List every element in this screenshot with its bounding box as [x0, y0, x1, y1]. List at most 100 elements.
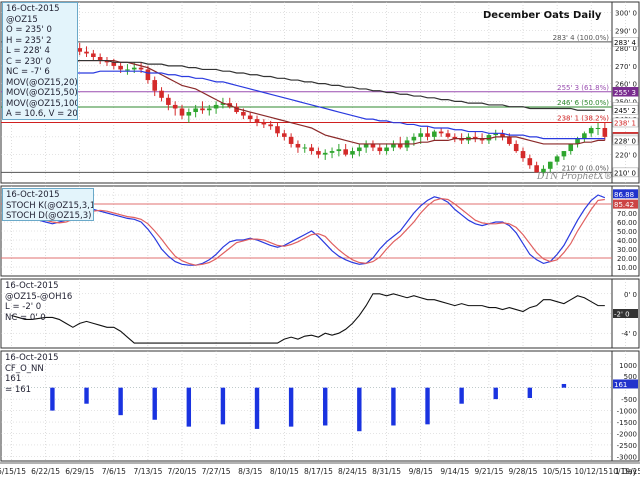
cot-bar: [493, 387, 498, 400]
stoch-y-tick: 20.00: [617, 255, 637, 263]
candle-body: [575, 138, 580, 144]
cot-y-tick: -500: [621, 396, 637, 404]
candle-body: [275, 126, 280, 134]
spread-line: [11, 293, 605, 344]
cot-bar: [220, 387, 226, 425]
x-tick-label: 9/14/15: [440, 467, 469, 476]
candle-body: [438, 131, 444, 134]
cot-value-tag-text: 161: [614, 381, 627, 389]
candle-body: [213, 104, 219, 109]
price-value-tag: [612, 87, 639, 97]
candle-body: [329, 151, 335, 153]
price-panel-frame: [0, 1, 613, 184]
price-info-ma100: MOV(@OZ15,100) = 245' 2: [6, 98, 78, 109]
candle-body: [247, 115, 253, 120]
price-y-tick: 270' 0: [615, 63, 637, 71]
candle-body: [145, 69, 151, 81]
retracement-label: 246' 6 (50.0%): [557, 99, 609, 107]
price-value-tag: [612, 135, 639, 146]
cot-bar: [323, 387, 328, 426]
moving-average-line: [11, 59, 605, 111]
cot-y-tick: 1000: [619, 362, 637, 370]
cot-y-tick: 500: [624, 373, 637, 381]
candle-body: [206, 108, 212, 111]
candle-body: [602, 127, 608, 137]
candle-body: [84, 51, 89, 54]
price-info-ma50: MOV(@OZ15,50) = 229' 1: [6, 88, 78, 98]
price-y-tick: 290' 0: [615, 27, 637, 35]
price-info-symbol: @OZ15: [6, 14, 38, 25]
cot-bar: [152, 387, 157, 420]
candle-body: [91, 53, 96, 58]
candle-body: [486, 135, 492, 141]
candle-body: [193, 108, 198, 113]
candle-body: [152, 80, 158, 91]
stoch-value-tag-text: 86.88: [614, 191, 634, 199]
candle-body: [527, 158, 533, 166]
cot-panel-frame: [0, 350, 613, 462]
price-y-tick: 300' 0: [615, 10, 637, 18]
candle-body: [425, 133, 430, 137]
spread-info: 16-Oct-2015 @OZ15-@OH16 L = -2' 0 NC = 0…: [2, 280, 75, 324]
candle-body: [111, 62, 117, 66]
price-value-tag: [612, 37, 639, 47]
candle-body: [418, 133, 423, 137]
candle-body: [350, 151, 355, 155]
candle-body: [493, 133, 499, 136]
chart-title: December Oats Daily: [483, 10, 602, 21]
x-tick-label: 7/13/15: [133, 467, 162, 476]
spread-info-netchange: NC = 0' 0: [5, 312, 46, 323]
candle-body: [104, 60, 110, 63]
candle-body: [309, 147, 314, 152]
spread-value-tag: [613, 309, 638, 318]
spread-panel-frame: [0, 278, 613, 349]
price-info-close: C = 230' 0: [6, 56, 52, 67]
price-value-tag: [612, 167, 639, 178]
x-tick-label: 8/3/15: [238, 467, 262, 476]
candle-body: [179, 108, 185, 116]
spread-info-last: L = -2' 0: [5, 302, 42, 312]
x-tick-label: 8/10/15: [270, 467, 299, 476]
candle-body: [220, 103, 226, 105]
candle-body: [397, 143, 403, 148]
price-value-tag-text: 238' 1: [614, 119, 636, 127]
stoch-info-date: 16-Oct-2015: [6, 190, 60, 200]
candle-body: [370, 143, 376, 148]
moving-average-line: [11, 70, 605, 140]
retracement-label: 238' 1 (38.2%): [557, 114, 609, 122]
candle-body: [159, 90, 164, 98]
price-info-ma20: MOV(@OZ15,20) = 228' 0: [6, 77, 78, 88]
cot-info-symbol: CF_O_NN: [5, 363, 44, 374]
candle-body: [547, 161, 553, 169]
candle-body: [432, 131, 437, 137]
cot-bar: [254, 387, 260, 429]
price-value-tag-text: 228' 0: [614, 137, 636, 145]
stoch-y-tick: 60.00: [617, 219, 637, 227]
candle-body: [561, 151, 567, 157]
x-tick-label: 10/19/15: [608, 467, 640, 476]
watermark: DTN ProphetX®: [537, 172, 613, 182]
cot-bar: [459, 387, 464, 404]
stoch-value-tag: [613, 189, 638, 199]
cot-info-eq: = 161: [5, 384, 32, 395]
cot-bar: [118, 387, 123, 416]
x-tick-label: 6/29/15: [65, 467, 94, 476]
x-tick-label: 10/12/15: [574, 467, 608, 476]
price-value-tag-text: 255' 3: [614, 89, 636, 97]
x-tick-label: 8/17/15: [304, 467, 333, 476]
x-tick-label: 9/8/15: [409, 467, 433, 476]
spread-info-date: 16-Oct-2015: [5, 281, 59, 291]
price-info-date: 16-Oct-2015: [6, 4, 60, 14]
cot-bar: [50, 387, 55, 411]
candle-body: [295, 143, 301, 148]
candle-body: [472, 136, 478, 139]
candle-body: [282, 133, 287, 137]
cot-y-tick: -1000: [617, 408, 637, 416]
candle-body: [343, 149, 348, 155]
cot-bar: [84, 387, 89, 404]
candle-body: [288, 136, 294, 144]
moving-average-line: [11, 59, 605, 145]
candle-body: [261, 122, 267, 125]
x-tick-label: 7/20/15: [168, 467, 197, 476]
spread-y-tick: -4' 0: [621, 330, 637, 338]
